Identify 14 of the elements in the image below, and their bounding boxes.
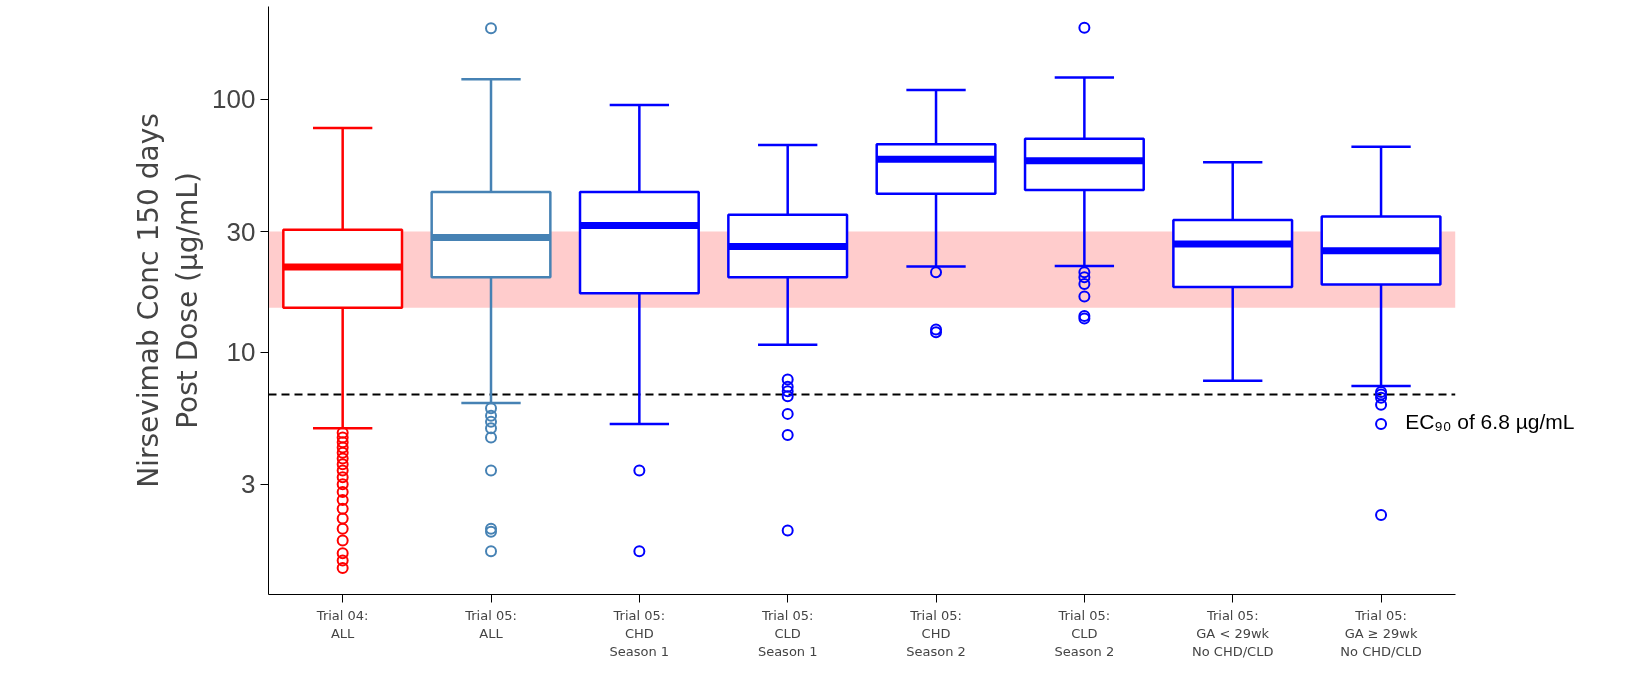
y-tick-label: 100 bbox=[212, 84, 256, 115]
x-tick-label: Trial 05: CLD Season 2 bbox=[1054, 607, 1115, 659]
x-tick-label: Trial 05: CHD Season 1 bbox=[609, 607, 670, 659]
y-tick-label: 10 bbox=[226, 337, 256, 368]
x-tick-label: Trial 05: GA < 29wk No CHD/CLD bbox=[1192, 607, 1274, 659]
y-axis-title: Nirsevimab Conc 150 days Post Dose (µg/mL) bbox=[131, 113, 205, 488]
y-tick-label: 3 bbox=[241, 469, 256, 500]
x-tick-label: Trial 05: ALL bbox=[464, 607, 517, 641]
x-tick-label: Trial 04: ALL bbox=[315, 607, 369, 641]
x-tick-label: Trial 05: CHD Season 2 bbox=[906, 607, 966, 659]
y-tick-label: 30 bbox=[226, 216, 256, 247]
ref-line-label: EC₉₀ of 6.8 µg/mL bbox=[1405, 409, 1575, 433]
x-tick-label: Trial 05: GA ≥ 29wk No CHD/CLD bbox=[1340, 607, 1422, 659]
x-tick-label: Trial 05: CLD Season 1 bbox=[757, 607, 818, 659]
